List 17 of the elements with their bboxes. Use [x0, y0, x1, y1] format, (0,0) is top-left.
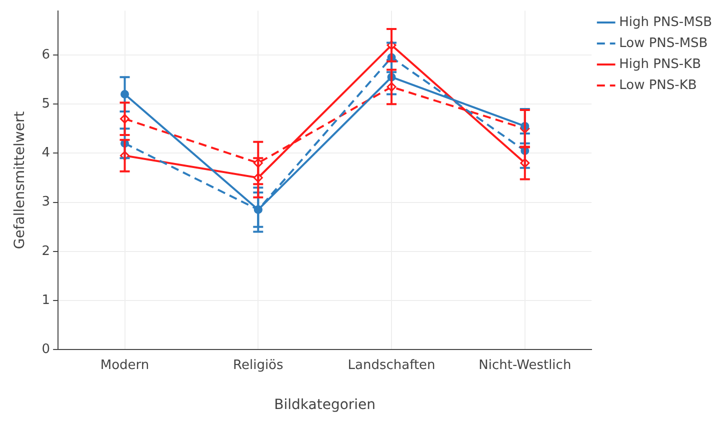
x-tick-label: Landschaften	[348, 358, 436, 373]
y-tick-label: 3	[42, 194, 50, 210]
y-axis-title: Gefallensmittelwert	[12, 110, 28, 250]
legend-label: High PNS-MSB	[619, 14, 712, 30]
legend-label: High PNS-KB	[619, 56, 702, 72]
y-tick-label: 1	[42, 292, 50, 308]
x-axis-title: Bildkategorien	[274, 397, 376, 414]
legend-label: Low PNS-MSB	[619, 36, 708, 51]
y-tick-label: 2	[42, 244, 50, 259]
x-tick-label: Religiös	[233, 358, 284, 373]
y-tick-label: 5	[42, 96, 50, 112]
y-tick-label: 4	[42, 146, 50, 161]
y-tick-label: 0	[42, 342, 50, 357]
x-tick-label: Modern	[100, 358, 150, 373]
x-tick-label: Nicht-Westlich	[478, 358, 572, 373]
legend-label: Low PNS-KB	[619, 78, 697, 93]
y-tick-label: 6	[42, 47, 50, 62]
